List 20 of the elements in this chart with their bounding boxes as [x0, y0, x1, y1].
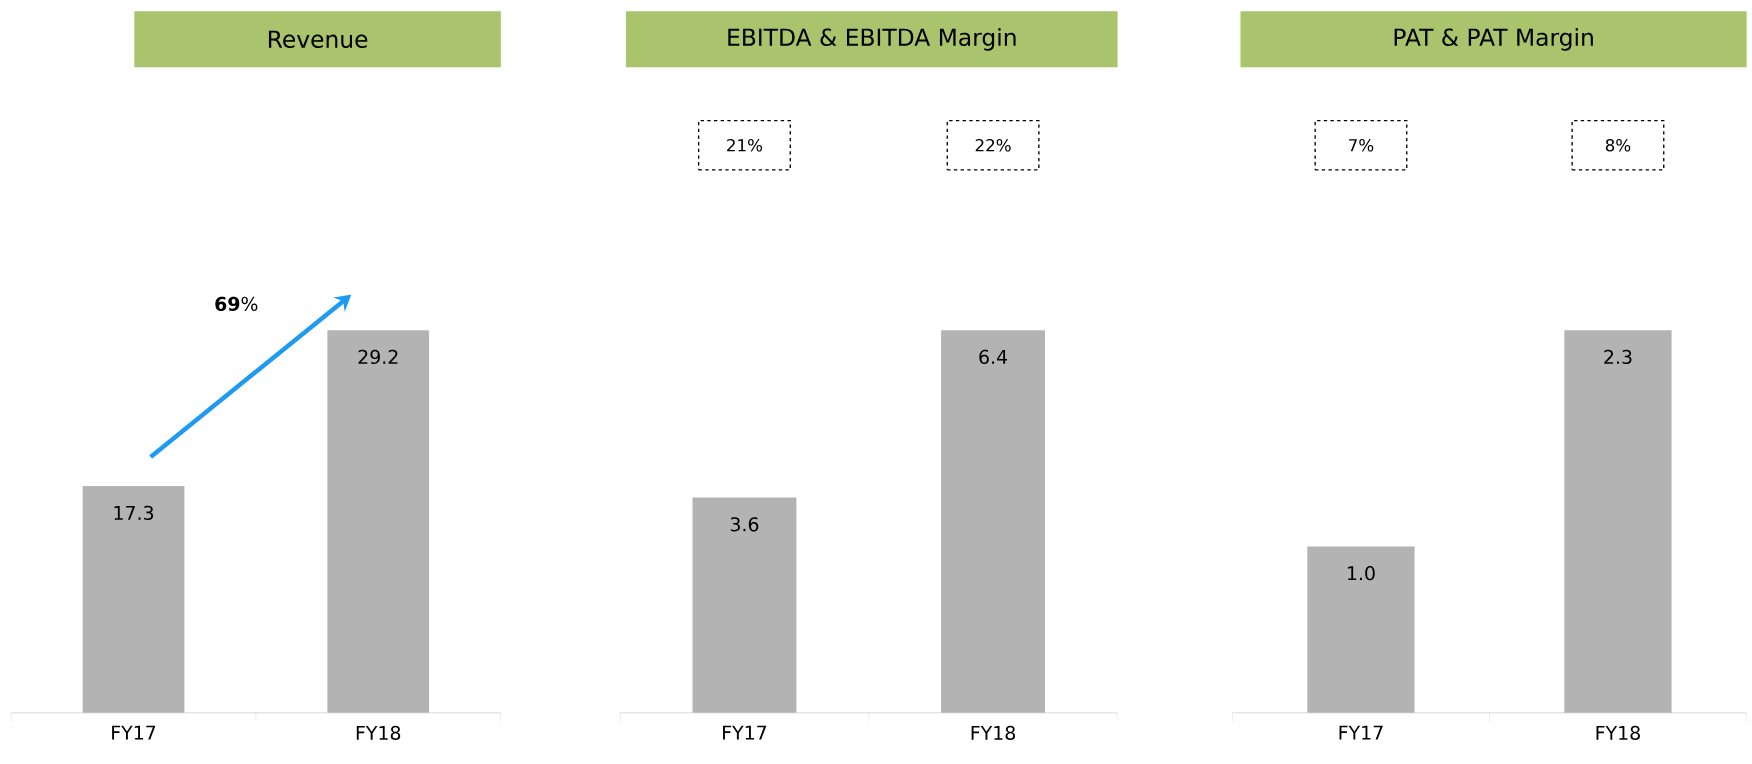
text: 7%	[1349, 138, 1374, 152]
data-label: 1.0	[1347, 565, 1375, 581]
data-label: 17.3	[114, 505, 154, 520]
text: 8%	[1605, 138, 1631, 152]
text: 22%	[975, 138, 1011, 152]
x-tick-label: FY18	[971, 725, 1016, 740]
data-label: 3.6	[730, 517, 759, 532]
chart-title: PAT & PAT Margin	[1394, 27, 1593, 51]
chart-title: EBITDA & EBITDA Margin	[728, 27, 1016, 51]
x-tick-label: FY17	[112, 725, 156, 740]
text: 21%	[727, 138, 763, 152]
data-label: 2.3	[1604, 349, 1632, 364]
x-tick-label: FY18	[356, 725, 401, 740]
text: 69%	[215, 296, 258, 311]
data-label: 6.4	[979, 349, 1008, 364]
x-tick-label: FY17	[723, 725, 767, 740]
x-tick-label: FY17	[1339, 725, 1383, 740]
x-tick-label: FY18	[1596, 725, 1640, 740]
data-label: 29.2	[358, 349, 398, 364]
chart-title: Revenue	[268, 30, 368, 48]
